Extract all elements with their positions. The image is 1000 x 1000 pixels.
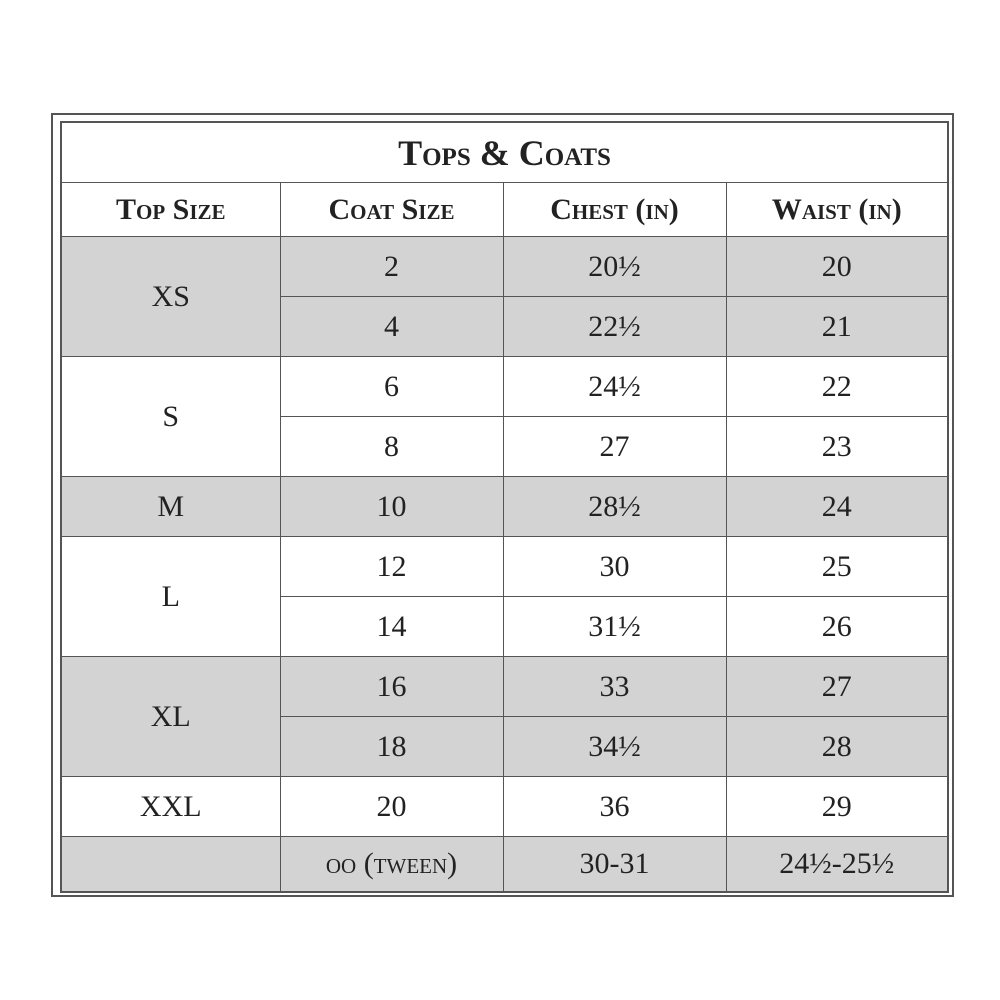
size-table: Tops & Coats Top Size Coat Size Chest (in)… — [60, 121, 950, 893]
waist-cell: 26 — [725, 596, 949, 657]
chest-cell: 33 — [502, 656, 727, 717]
chest-cell: 36 — [502, 776, 727, 837]
column-header: Coat Size — [279, 182, 504, 237]
top-size-cell — [60, 836, 281, 893]
table-row: 8 27 23 — [61, 416, 949, 477]
coat-size-cell: 6 — [279, 356, 504, 417]
table-row: M 10 28½ 24 — [60, 476, 949, 537]
waist-cell: 23 — [725, 416, 949, 477]
table-row: L 12 30 25 — [60, 536, 949, 657]
coat-size-cell: 12 — [279, 536, 504, 597]
chest-cell: 27 — [502, 416, 727, 477]
table-row: S 6 24½ 22 — [60, 356, 949, 477]
table-row: 4 22½ 21 — [61, 296, 949, 357]
waist-cell: 20 — [725, 236, 949, 297]
chest-cell: 30 — [502, 536, 727, 597]
table-row: 14 31½ 26 — [61, 596, 949, 657]
chest-cell: 24½ — [502, 356, 727, 417]
chest-cell: 34½ — [502, 716, 727, 777]
table-row: oo (tween) 30-31 24½-25½ — [60, 836, 949, 893]
coat-size-cell: 10 — [279, 476, 504, 537]
table-row: 18 34½ 28 — [61, 716, 949, 777]
waist-cell: 29 — [725, 776, 949, 837]
chest-cell: 20½ — [502, 236, 727, 297]
table-title: Tops & Coats — [60, 121, 949, 183]
table-wrap: Tops & Coats Top Size Coat Size Chest (in)… — [60, 121, 950, 893]
column-header: Top Size — [60, 182, 281, 237]
coat-size-cell: oo (tween) — [279, 836, 504, 893]
waist-cell: 24 — [725, 476, 949, 537]
table-row: XS 2 20½ 20 — [60, 236, 949, 357]
top-size-cell: L — [60, 536, 281, 657]
top-size-cell: XS — [60, 236, 281, 357]
column-header: Chest (in) — [502, 182, 727, 237]
waist-cell: 21 — [725, 296, 949, 357]
table-row: XL 16 33 27 — [60, 656, 949, 777]
chest-cell: 30-31 — [502, 836, 727, 893]
waist-cell: 22 — [725, 356, 949, 417]
top-size-cell: XXL — [60, 776, 281, 837]
coat-size-cell: 16 — [279, 656, 504, 717]
waist-cell: 27 — [725, 656, 949, 717]
waist-cell: 25 — [725, 536, 949, 597]
chest-cell: 28½ — [502, 476, 727, 537]
waist-cell: 28 — [725, 716, 949, 777]
chest-cell: 22½ — [502, 296, 727, 357]
coat-size-cell: 4 — [279, 296, 504, 357]
coat-size-cell: 2 — [279, 236, 504, 297]
top-size-cell: S — [60, 356, 281, 477]
top-size-cell: XL — [60, 656, 281, 777]
coat-size-cell: 18 — [279, 716, 504, 777]
top-size-cell: M — [60, 476, 281, 537]
waist-cell: 24½-25½ — [725, 836, 949, 893]
coat-size-cell: 8 — [279, 416, 504, 477]
coat-size-cell: 20 — [279, 776, 504, 837]
column-header: Waist (in) — [725, 182, 949, 237]
coat-size-cell: 14 — [279, 596, 504, 657]
frame: Tops & Coats Top Size Coat Size Chest (in)… — [51, 113, 954, 897]
chest-cell: 31½ — [502, 596, 727, 657]
table-row: XXL 20 36 29 — [60, 776, 949, 837]
